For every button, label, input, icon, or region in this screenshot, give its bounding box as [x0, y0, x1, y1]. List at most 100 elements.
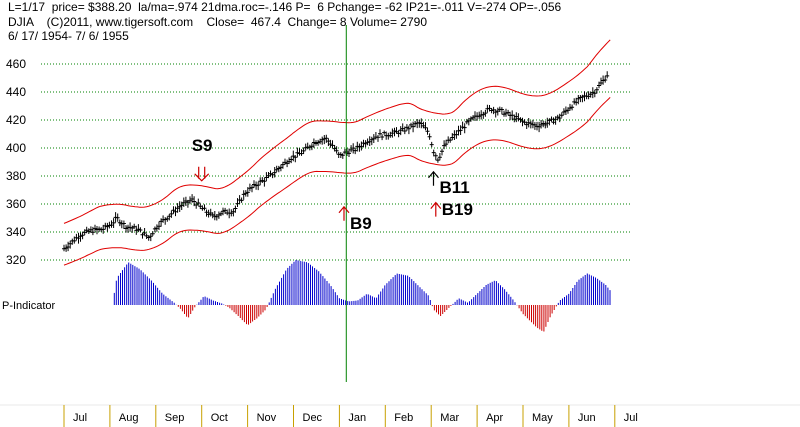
price-bar [237, 195, 242, 204]
price-bar [287, 157, 292, 165]
price-bar [119, 220, 124, 229]
price-bar [175, 203, 180, 213]
price-bar [86, 228, 91, 234]
price-bar [330, 140, 335, 148]
price-bar [353, 147, 358, 155]
header-line-1: L=1/17 price= $388.20 la/ma=.974 21dma.r… [8, 0, 562, 14]
price-bar [93, 224, 97, 232]
price-bar [557, 113, 562, 123]
price-bar [121, 220, 126, 229]
price-bar [365, 138, 370, 146]
price-bar [588, 91, 593, 98]
price-bar [280, 161, 285, 169]
price-bar [423, 122, 428, 131]
price-bar [376, 135, 380, 142]
price-bar [555, 114, 560, 121]
price-bar [270, 172, 275, 179]
price-bar [361, 139, 366, 148]
price-bar [256, 181, 261, 191]
price-bar [289, 156, 294, 164]
price-bar [167, 214, 172, 221]
price-bar [278, 164, 283, 172]
price-bar [545, 117, 550, 128]
upper-band [63, 39, 611, 224]
price-bar [210, 212, 215, 219]
price-bar [462, 123, 467, 134]
price-bar [198, 203, 203, 209]
lower-band [63, 97, 611, 266]
price-bar [535, 121, 539, 131]
price-bar [400, 123, 405, 132]
price-bar [347, 148, 351, 157]
price-bar [311, 138, 316, 148]
price-bar [268, 170, 273, 177]
y-tick-label-400: 400 [6, 141, 26, 155]
price-bar [179, 201, 184, 210]
price-bar [247, 183, 252, 192]
price-bar [97, 226, 102, 232]
price-bars [62, 71, 610, 252]
price-bar [547, 118, 552, 126]
y-tick-label-380: 380 [6, 169, 26, 183]
price-bar [388, 131, 393, 138]
price-bar [491, 106, 496, 115]
price-bar [506, 109, 511, 116]
price-bar [241, 190, 246, 200]
price-bar [440, 148, 444, 156]
price-bar [367, 136, 372, 146]
price-bar [297, 148, 302, 156]
price-bar [351, 143, 356, 154]
price-bar [148, 233, 153, 242]
price-bar [518, 117, 523, 123]
price-bar [468, 116, 473, 122]
price-bar [516, 113, 521, 122]
price-bar [563, 106, 568, 115]
price-bar [382, 130, 387, 135]
price-bar [551, 117, 556, 125]
price-bar [66, 241, 71, 252]
price-bar [448, 137, 453, 143]
price-bar [549, 116, 554, 122]
price-bar [150, 231, 155, 236]
price-bar [378, 129, 382, 136]
price-bar [194, 201, 199, 209]
y-tick-label-460: 460 [6, 57, 26, 71]
price-bar [260, 177, 265, 183]
price-bar [266, 172, 271, 179]
price-bar [192, 196, 197, 207]
price-bar [258, 177, 263, 186]
price-bar [404, 124, 409, 131]
signal-label-b11: B11 [439, 178, 469, 197]
price-bar [493, 109, 498, 118]
price-bar [349, 145, 354, 153]
price-bar [138, 227, 143, 233]
price-bar [415, 119, 420, 129]
price-bar [464, 118, 469, 125]
price-bar [231, 208, 236, 217]
price-bar [171, 206, 176, 214]
y-tick-label-360: 360 [6, 197, 26, 211]
price-bar [499, 107, 504, 115]
signal-label-b9: B9 [350, 214, 372, 233]
price-bar [599, 77, 603, 86]
month-label-jan: Jan [348, 412, 366, 424]
price-bar [64, 244, 69, 252]
price-bar [124, 225, 128, 233]
price-bar [188, 196, 192, 205]
price-bar [90, 226, 95, 236]
price-bar [291, 150, 296, 162]
price-bar [357, 143, 362, 152]
price-bar [250, 185, 254, 193]
price-bar [425, 127, 430, 135]
price-bar [276, 165, 281, 173]
y-tick-label-420: 420 [6, 113, 26, 127]
price-bar [450, 133, 455, 141]
price-bar [442, 140, 447, 150]
header-line-3: 6/ 17/ 1954- 7/ 6/ 1955 [8, 29, 129, 43]
price-bar [229, 209, 234, 217]
price-bar [543, 121, 548, 129]
month-label-apr: Apr [486, 412, 503, 424]
price-bar [429, 141, 434, 148]
price-bar [396, 130, 401, 138]
price-bar [95, 226, 99, 235]
